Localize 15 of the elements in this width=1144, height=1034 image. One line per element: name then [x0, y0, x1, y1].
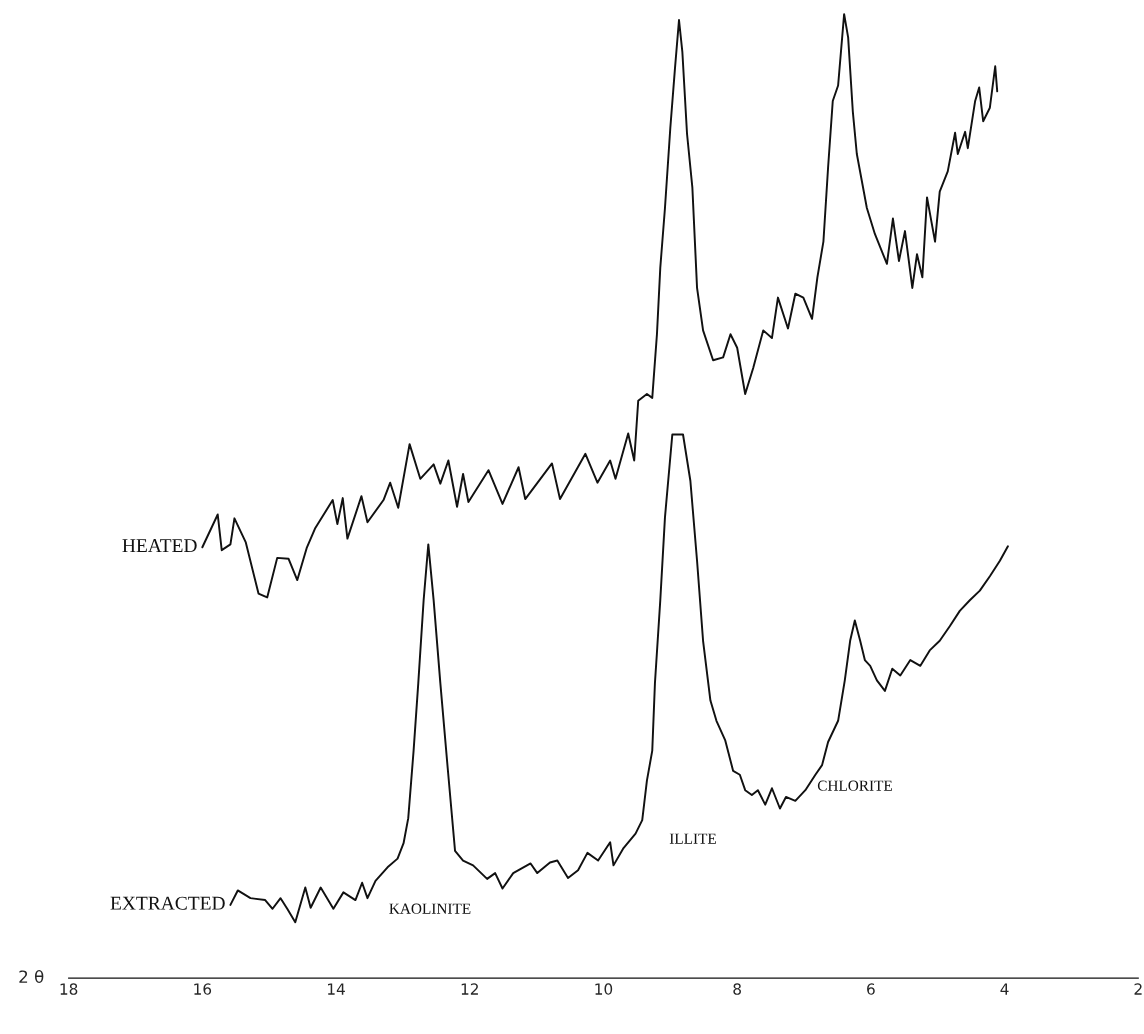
annotation: KAOLINITE	[389, 903, 471, 914]
x-tick-label: 10	[595, 983, 613, 995]
x-tick-label: 6	[867, 983, 875, 995]
x-tick-label: 14	[328, 983, 345, 995]
x-tick-label: 8	[733, 983, 741, 995]
series-label: HEATED	[122, 539, 197, 552]
x-tick-label: 16	[194, 983, 212, 995]
x-tick-label: 4	[1000, 983, 1009, 995]
annotation: ILLITE	[669, 833, 716, 844]
x-tick-label: 18	[60, 983, 78, 995]
x-tick-label: 2	[1134, 983, 1142, 995]
x-axis-title: 2 θ	[19, 969, 44, 983]
series-label: EXTRACTED	[110, 896, 225, 910]
x-tick-label: 12	[461, 983, 478, 995]
annotation: CHLORITE	[817, 780, 893, 791]
